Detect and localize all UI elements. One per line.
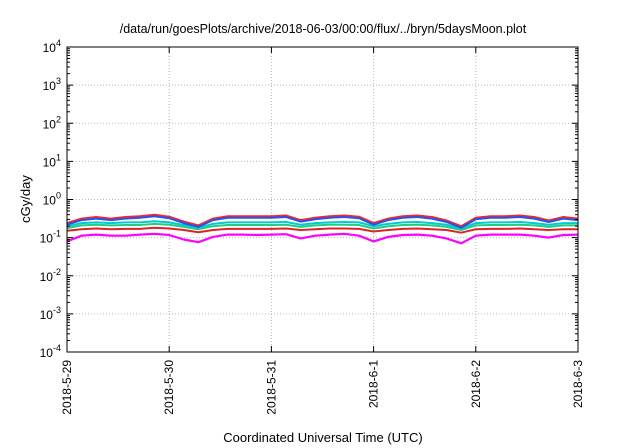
- y-tick-label: 10-4: [40, 343, 61, 360]
- y-tick-label: 104: [43, 38, 61, 55]
- series-line-4: [66, 220, 578, 230]
- series-layer: [66, 213, 579, 245]
- y-tick-label: 10-3: [40, 305, 61, 322]
- ticks: 10-4 10-3 10-2 10-1 100 101 102 103 104 2018-5-29…: [40, 38, 585, 415]
- y-tick-label: 10-2: [40, 267, 61, 284]
- y-tick-label: 101: [43, 152, 61, 169]
- y-tick-label: 10-1: [40, 229, 61, 246]
- series-line-6: [66, 215, 579, 229]
- y-axis-label: cGy/day: [18, 175, 33, 223]
- chart-title: /data/run/goesPlots/archive/2018-06-03/0…: [120, 22, 527, 36]
- series-line-1: [66, 232, 579, 245]
- x-tick-label: 2018-5-29: [60, 360, 74, 415]
- y-tick-label: 102: [43, 114, 61, 131]
- grid: [67, 47, 578, 352]
- series-line-5: [66, 213, 579, 228]
- x-tick-label: 2018-5-30: [162, 360, 176, 415]
- x-tick-label: 2018-6-3: [571, 360, 585, 408]
- x-tick-label: 2018-6-2: [469, 360, 483, 408]
- x-tick-label: 2018-6-1: [367, 360, 381, 408]
- x-axis-label: Coordinated Universal Time (UTC): [223, 430, 422, 445]
- series-line-2: [66, 226, 578, 234]
- x-tick-label: 2018-5-31: [264, 360, 278, 415]
- series-line-3: [66, 222, 578, 231]
- y-tick-label: 103: [43, 76, 61, 93]
- y-tick-label: 100: [43, 191, 61, 208]
